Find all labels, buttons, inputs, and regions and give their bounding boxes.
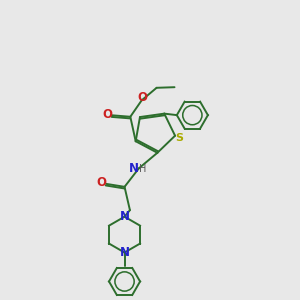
Text: S: S bbox=[176, 133, 184, 143]
Text: H: H bbox=[139, 164, 146, 174]
Text: N: N bbox=[119, 246, 130, 259]
Text: N: N bbox=[119, 210, 130, 223]
Text: O: O bbox=[97, 176, 107, 189]
Text: O: O bbox=[103, 108, 112, 121]
Text: N: N bbox=[129, 162, 139, 176]
Text: O: O bbox=[138, 91, 148, 104]
